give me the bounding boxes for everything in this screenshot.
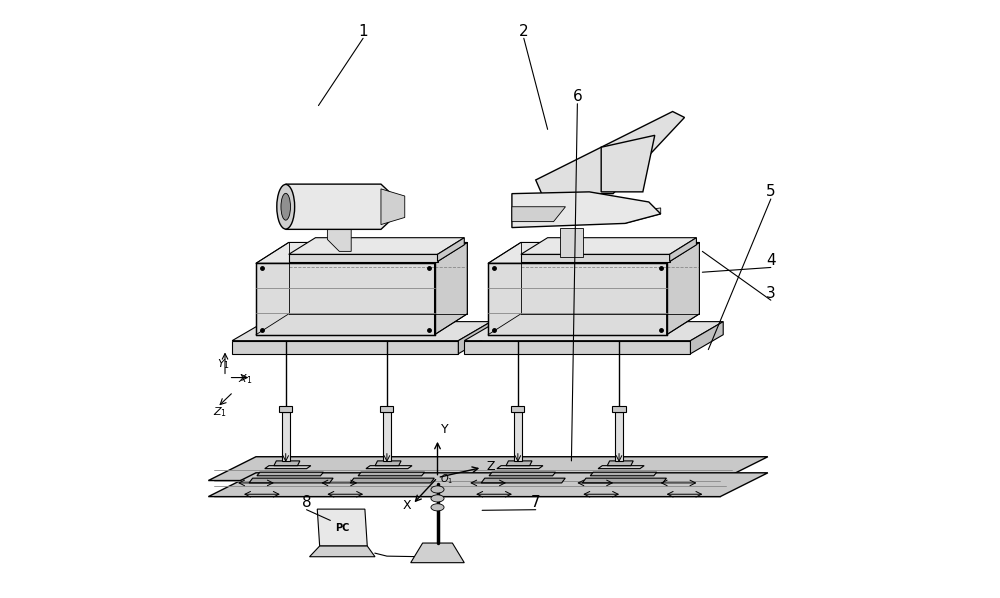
Polygon shape [282, 412, 290, 461]
Polygon shape [257, 472, 323, 476]
Polygon shape [256, 242, 467, 263]
Polygon shape [256, 263, 435, 335]
Polygon shape [208, 473, 768, 496]
Polygon shape [208, 457, 768, 481]
Polygon shape [435, 242, 467, 335]
Polygon shape [464, 322, 723, 341]
Polygon shape [375, 461, 401, 466]
Polygon shape [327, 230, 351, 251]
Text: Y: Y [440, 423, 448, 436]
Polygon shape [366, 466, 412, 469]
Polygon shape [279, 406, 292, 412]
Polygon shape [489, 472, 556, 476]
Polygon shape [249, 478, 333, 483]
Text: $X_1$: $X_1$ [238, 373, 252, 386]
Polygon shape [380, 406, 393, 412]
Polygon shape [560, 228, 583, 257]
Polygon shape [670, 237, 696, 261]
Polygon shape [667, 242, 699, 335]
Text: Z: Z [486, 460, 495, 473]
Text: $O_1$: $O_1$ [440, 472, 454, 486]
Text: $Z_1$: $Z_1$ [213, 405, 227, 419]
Polygon shape [488, 263, 667, 335]
Polygon shape [317, 509, 367, 546]
Text: 8: 8 [302, 495, 311, 510]
Text: 4: 4 [766, 253, 776, 268]
Ellipse shape [277, 184, 295, 229]
Polygon shape [383, 412, 391, 461]
Polygon shape [590, 472, 657, 476]
Ellipse shape [431, 495, 444, 502]
Polygon shape [289, 254, 438, 261]
Polygon shape [511, 406, 524, 412]
Polygon shape [481, 478, 565, 483]
Text: 1: 1 [358, 24, 368, 39]
Polygon shape [358, 472, 425, 476]
Polygon shape [512, 192, 661, 228]
Text: 7: 7 [531, 495, 541, 510]
Polygon shape [232, 322, 491, 341]
Polygon shape [381, 189, 405, 225]
Polygon shape [615, 412, 623, 461]
Polygon shape [458, 322, 491, 354]
Polygon shape [286, 184, 399, 230]
Text: PC: PC [335, 523, 349, 533]
Polygon shape [625, 208, 661, 224]
Polygon shape [438, 237, 464, 261]
Polygon shape [601, 135, 655, 192]
Text: $Y_1$: $Y_1$ [217, 358, 230, 371]
Polygon shape [506, 461, 532, 466]
Polygon shape [232, 341, 458, 354]
Polygon shape [536, 111, 685, 194]
Polygon shape [411, 543, 464, 563]
Ellipse shape [431, 504, 444, 511]
Polygon shape [512, 207, 565, 222]
Text: 6: 6 [573, 89, 582, 104]
Polygon shape [521, 237, 696, 254]
Polygon shape [607, 461, 633, 466]
Polygon shape [274, 461, 300, 466]
Text: X: X [403, 499, 412, 512]
Ellipse shape [281, 193, 290, 220]
Polygon shape [488, 242, 699, 263]
Polygon shape [612, 406, 626, 412]
Polygon shape [582, 478, 666, 483]
Polygon shape [497, 466, 543, 469]
Polygon shape [310, 546, 375, 557]
Text: 5: 5 [766, 184, 776, 199]
Text: 2: 2 [519, 24, 529, 39]
Polygon shape [350, 478, 434, 483]
Ellipse shape [431, 486, 444, 493]
Polygon shape [521, 254, 670, 261]
Polygon shape [690, 322, 723, 354]
Text: 3: 3 [766, 286, 776, 301]
Polygon shape [514, 412, 522, 461]
Polygon shape [289, 237, 464, 254]
Polygon shape [464, 341, 690, 354]
Polygon shape [598, 466, 644, 469]
Polygon shape [265, 466, 311, 469]
